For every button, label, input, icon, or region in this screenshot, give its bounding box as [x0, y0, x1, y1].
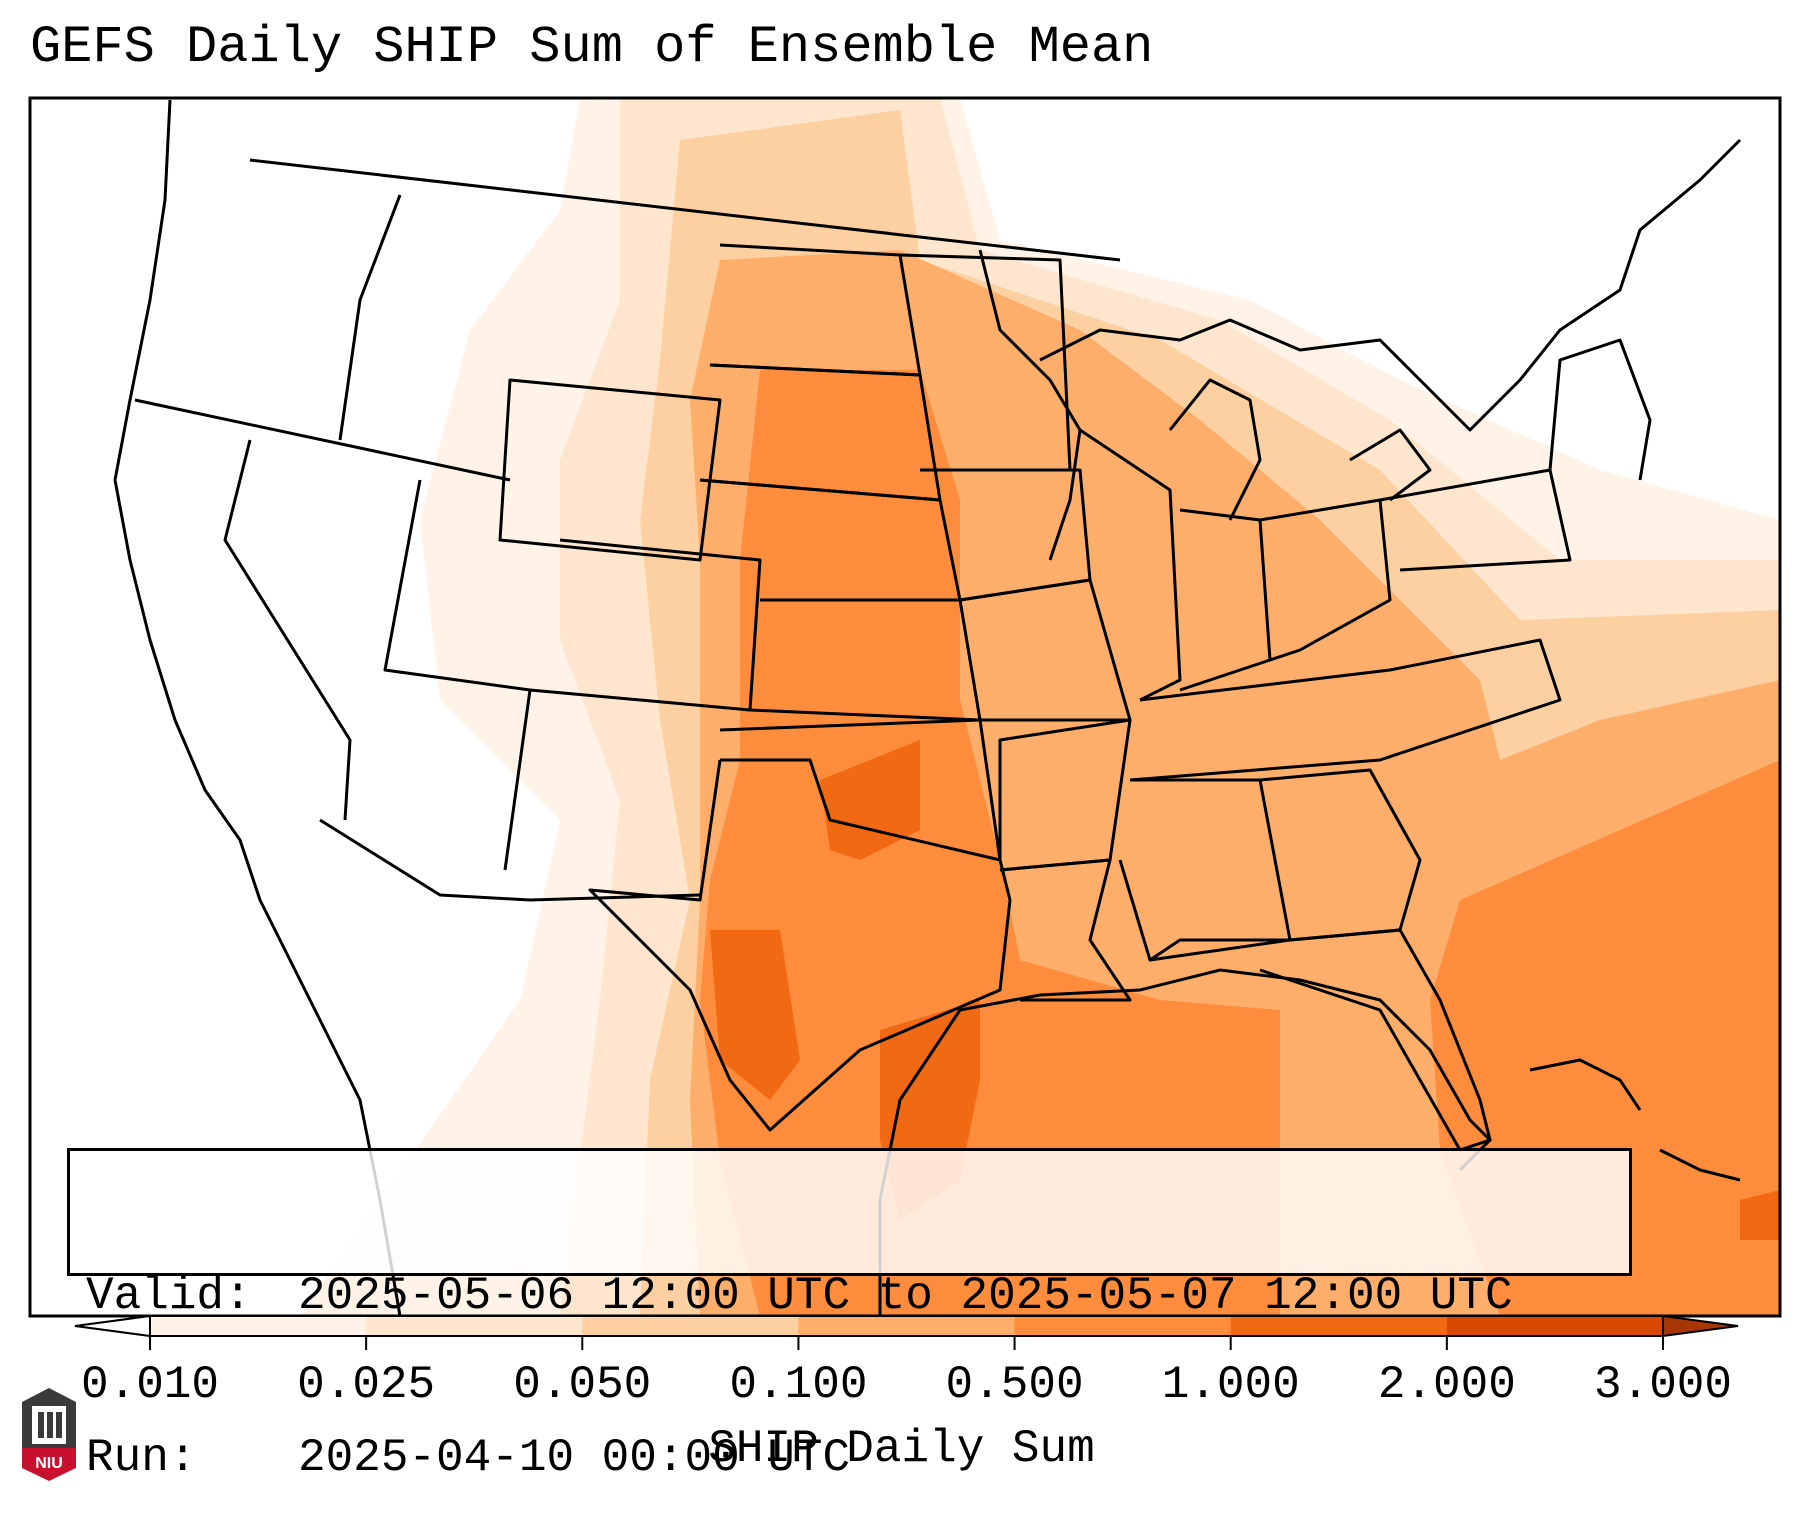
ship-field-shading [30, 98, 1780, 1316]
colorbar-over-triangle [1662, 1314, 1739, 1338]
run-label: Run: [86, 1432, 197, 1484]
colorbar [74, 1314, 1739, 1350]
colorbar-segment [1446, 1316, 1664, 1336]
valid-label: Valid: [86, 1270, 252, 1322]
colorbar-tick-label: 0.100 [729, 1359, 868, 1411]
colorbar-tick-label: 0.025 [297, 1359, 436, 1411]
valid-value: 2025-05-06 12:00 UTC to 2025-05-07 12:00… [298, 1270, 1513, 1322]
colorbar-segment [1230, 1316, 1448, 1336]
colorbar-frame [149, 1315, 1664, 1337]
run-row: Run: 2025-04-10 00:00 UTC [86, 1431, 1613, 1485]
svg-text:NIU: NIU [35, 1455, 63, 1472]
state-borders [113, 99, 1742, 1317]
colorbar-tick-label: 2.000 [1377, 1359, 1516, 1411]
niu-logo: NIU [22, 1388, 76, 1481]
colorbar-under-triangle [74, 1314, 151, 1338]
colorbar-segment [798, 1316, 1016, 1336]
colorbar-segment [582, 1316, 799, 1336]
map-panel [28, 96, 1782, 1318]
colorbar-label: SHIP Daily Sum [708, 1423, 1095, 1475]
colorbar-tick-label: 1.000 [1161, 1359, 1300, 1411]
run-value: 2025-04-10 00:00 UTC [298, 1432, 851, 1484]
valid-row: Valid: 2025-05-06 12:00 UTC to 2025-05-07… [86, 1269, 1613, 1323]
colorbar-segment [1014, 1316, 1232, 1336]
colorbar-tick-label: 3.000 [1593, 1359, 1733, 1411]
valid-run-info-box: Valid: 2025-05-06 12:00 UTC to 2025-05-07… [67, 1148, 1632, 1484]
map-title: GEFS Daily SHIP Sum of Ensemble Mean [30, 18, 1154, 77]
colorbar-tick-label: 0.500 [945, 1359, 1084, 1411]
coastlines [878, 968, 1741, 1316]
colorbar-tick-label: 0.050 [513, 1359, 652, 1411]
colorbar-segment [366, 1316, 583, 1336]
colorbar-segment [150, 1316, 367, 1336]
colorbar-tick-label: 0.010 [80, 1359, 220, 1411]
